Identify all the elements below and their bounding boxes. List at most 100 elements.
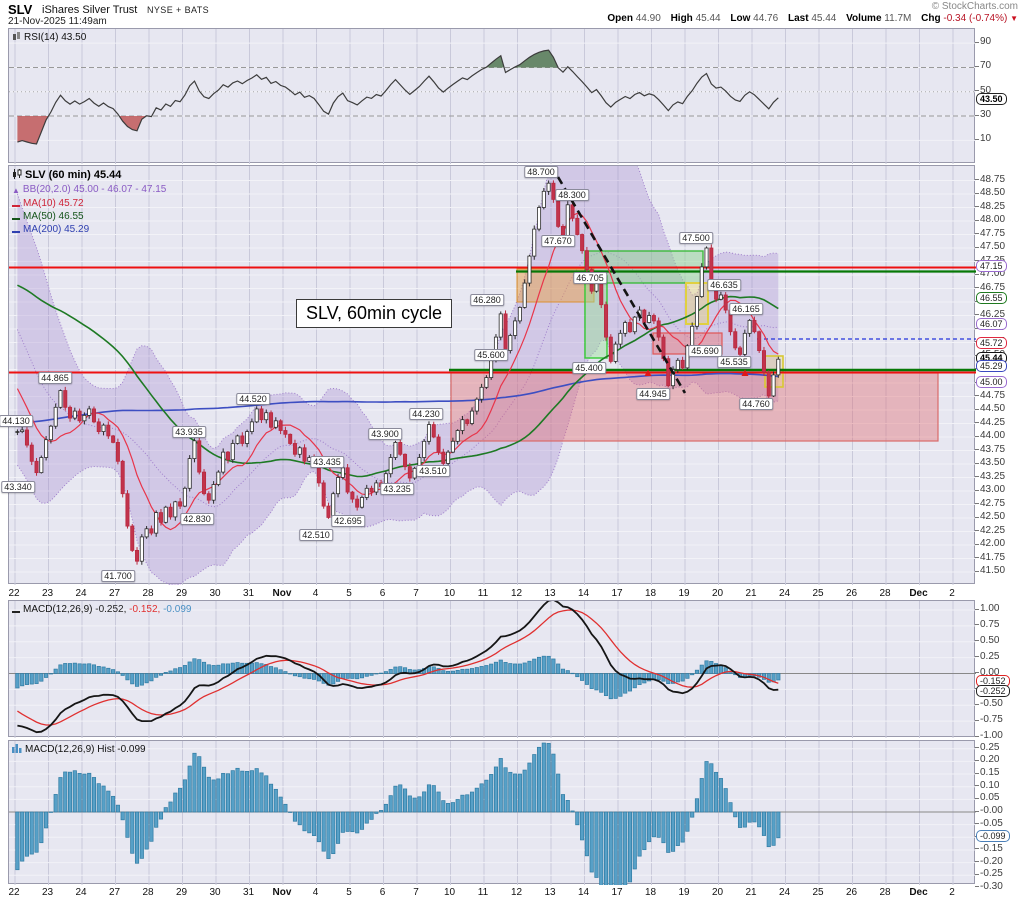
date-label: 14 — [577, 887, 590, 898]
axis-tick-label: -0.20 — [980, 855, 1003, 867]
axis-tick — [975, 114, 979, 116]
quote-strip: Open 44.90 High 45.44 Low 44.76 Last 45.… — [600, 13, 1018, 24]
axis-tick — [975, 656, 979, 658]
axis-tick — [975, 873, 979, 875]
axis-tick — [975, 797, 979, 799]
axis-tick-label: 43.50 — [980, 457, 1006, 468]
axis-tick — [975, 530, 979, 531]
axis-tick-label: 0.10 — [980, 779, 1000, 791]
price-flag-label: 44.520 — [236, 393, 270, 405]
axis-tick — [975, 192, 979, 194]
axis-tick — [975, 489, 979, 491]
axis-tick-label: 10 — [980, 133, 992, 145]
rsi-panel — [8, 28, 976, 164]
axis-tick-label: 43.25 — [980, 470, 1006, 482]
axis-tick-label: -0.05 — [980, 817, 1003, 829]
axis-tick-label: 42.50 — [980, 511, 1006, 522]
watermark: © StockCharts.com — [931, 1, 1018, 12]
rsi-legend-text: RSI(14) 43.50 — [24, 32, 87, 43]
axis-bubble: 45.29 — [976, 360, 1007, 373]
date-label: 27 — [108, 588, 121, 599]
date-label: 11 — [477, 588, 489, 599]
price-legend: SLV (60 min) 45.44 ▲ BB(20,2.0) 45.00 - 4… — [12, 169, 166, 236]
ticker-symbol: SLV — [8, 2, 33, 17]
axis-tick-label: 30 — [980, 109, 992, 121]
volume-value: 11.7M — [884, 13, 912, 24]
axis-tick — [975, 206, 979, 207]
axis-tick — [975, 287, 979, 288]
axis-tick — [975, 179, 979, 180]
chg-value: -0.34 (-0.74%) — [943, 13, 1008, 24]
date-label: Dec — [909, 887, 928, 898]
date-label: 21 — [745, 887, 757, 898]
axis-bubble: -0.252 — [976, 684, 1010, 697]
price-flag-label: 46.705 — [573, 272, 607, 284]
date-label: 20 — [711, 887, 724, 898]
axis-tick-label: 47.75 — [980, 227, 1006, 239]
price-flag-label: 44.865 — [38, 372, 72, 384]
axis-tick-label: 1.00 — [980, 603, 1000, 614]
price-flag-label: 45.600 — [474, 349, 508, 361]
date-label: 23 — [41, 887, 54, 898]
axis-tick — [975, 759, 979, 761]
date-label: 18 — [644, 887, 657, 898]
axis-tick — [975, 823, 979, 825]
date-label: 6 — [379, 588, 386, 599]
axis-tick-label: -0.00 — [980, 805, 1003, 816]
axis-tick — [975, 543, 979, 545]
histogram-icon — [12, 744, 22, 757]
axis-tick — [975, 503, 979, 504]
axis-tick — [975, 886, 979, 888]
axis-tick — [975, 408, 979, 410]
axis-tick-label: 46.25 — [980, 308, 1006, 320]
low-label: Low — [730, 13, 751, 24]
axis-tick — [975, 273, 979, 275]
price-flag-label: 45.400 — [572, 362, 606, 374]
date-label: 25 — [812, 887, 824, 898]
date-label: 13 — [544, 887, 556, 898]
date-label: 24 — [75, 887, 87, 898]
axis-tick — [975, 138, 979, 140]
date-label: 5 — [346, 588, 352, 599]
date-label: 19 — [678, 887, 690, 898]
price-flag-label: 42.510 — [299, 529, 333, 541]
axis-bubble: -0.099 — [976, 830, 1010, 843]
axis-tick-label: 0.25 — [980, 650, 1000, 662]
ticker-exchange: NYSE + BATS — [147, 5, 210, 15]
price-flag-label: 45.535 — [717, 356, 751, 368]
axis-tick — [975, 462, 979, 464]
axis-tick-label: 46.75 — [980, 281, 1006, 293]
axis-tick-label: -0.25 — [980, 868, 1003, 880]
axis-tick-label: 0.50 — [980, 634, 1000, 646]
macd-hist-panel — [8, 740, 976, 885]
date-label: 2 — [949, 887, 955, 898]
date-label: 29 — [175, 887, 188, 898]
ma50-line-icon — [12, 218, 20, 220]
date-label: 20 — [711, 588, 724, 599]
last-label: Last — [787, 13, 809, 24]
date-label: 29 — [175, 588, 188, 599]
axis-tick-label: 44.50 — [980, 403, 1006, 414]
axis-tick — [975, 747, 979, 749]
price-flag-label: 47.500 — [679, 232, 713, 244]
price-flag-label: 43.435 — [310, 456, 344, 468]
axis-tick-label: 48.50 — [980, 187, 1006, 198]
annotation-callout: SLV, 60min cycle — [296, 299, 453, 328]
date-label: 30 — [209, 588, 221, 599]
price-flag-label: 43.340 — [1, 481, 35, 493]
axis-tick-label: 70 — [980, 60, 992, 72]
ma10-line-icon — [12, 205, 20, 207]
axis-tick — [975, 395, 979, 396]
macd-hist-legend-text: MACD(12,26,9) Hist -0.099 — [25, 744, 146, 755]
price-flag-label: 43.235 — [380, 483, 414, 495]
axis-tick — [975, 219, 979, 221]
axis-tick-label: 43.00 — [980, 484, 1006, 495]
date-label: 26 — [845, 588, 858, 599]
axis-tick-label: 0.25 — [980, 741, 1000, 753]
date-label: Nov — [272, 887, 292, 898]
date-label: 4 — [312, 887, 319, 898]
price-flag-label: 41.700 — [101, 570, 135, 582]
macd-legend-name: MACD(12,26,9) — [23, 604, 93, 615]
date-label: Dec — [909, 588, 928, 599]
price-flag-label: 46.635 — [707, 279, 741, 291]
